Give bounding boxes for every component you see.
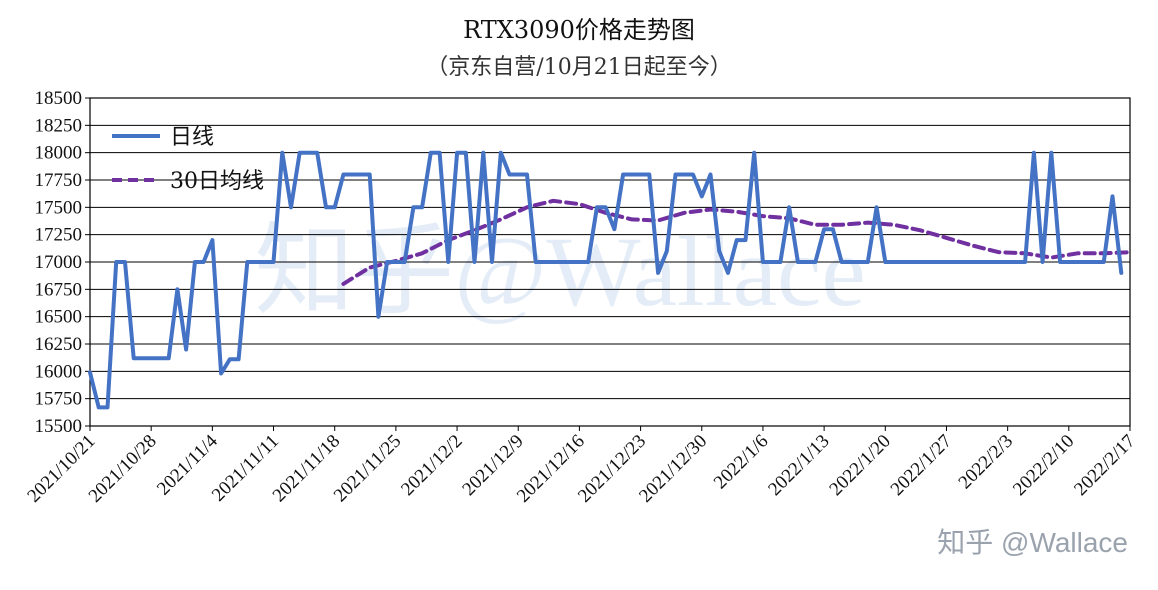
y-tick-label: 15750 [35,389,83,410]
x-tick-label: 2022/1/20 [825,431,894,500]
x-tick-label: 2022/2/3 [955,431,1018,494]
legend-label-daily: 日线 [170,125,214,150]
x-axis-ticks: 2021/10/212021/10/282021/11/42021/11/112… [23,426,1140,507]
x-tick-label: 2022/1/13 [764,431,833,500]
watermark-background: 知乎@Wallace [254,216,866,327]
y-tick-label: 16500 [35,307,83,328]
y-tick-label: 17000 [35,252,83,273]
y-tick-label: 18000 [35,143,83,164]
watermark-corner: 知乎 @Wallace [937,527,1128,558]
y-axis-ticks: 15500 15750 16000 16250 16500 16750 17000 17250… [35,88,90,437]
y-tick-label: 17750 [35,170,83,191]
series-lines [88,150,1132,410]
series-line-daily [88,150,1124,410]
x-tick-label: 2021/11/25 [330,431,406,507]
y-tick-label: 16750 [35,279,83,300]
chart-subtitle: （京东自营/10月21日起至今） [426,55,731,80]
x-tick-label: 2022/1/6 [710,431,773,494]
y-tick-label: 15500 [35,416,83,437]
legend-label-ma30: 30日均线 [170,169,264,194]
y-tick-label: 18250 [35,115,83,136]
y-tick-label: 18500 [35,88,83,109]
y-tick-label: 17500 [35,197,83,218]
x-tick-label: 2021/12/2 [397,431,466,500]
x-tick-label: 2022/2/17 [1070,431,1139,500]
x-tick-label: 2022/1/27 [887,431,956,500]
y-tick-label: 16250 [35,334,83,355]
chart-title: RTX3090价格走势图 [463,16,695,44]
series-line-ma30 [341,198,1132,286]
x-tick-label: 2022/2/10 [1009,431,1078,500]
y-tick-label: 16000 [35,361,83,382]
y-tick-label: 17250 [35,225,83,246]
legend: 日线 30日均线 [112,125,264,194]
